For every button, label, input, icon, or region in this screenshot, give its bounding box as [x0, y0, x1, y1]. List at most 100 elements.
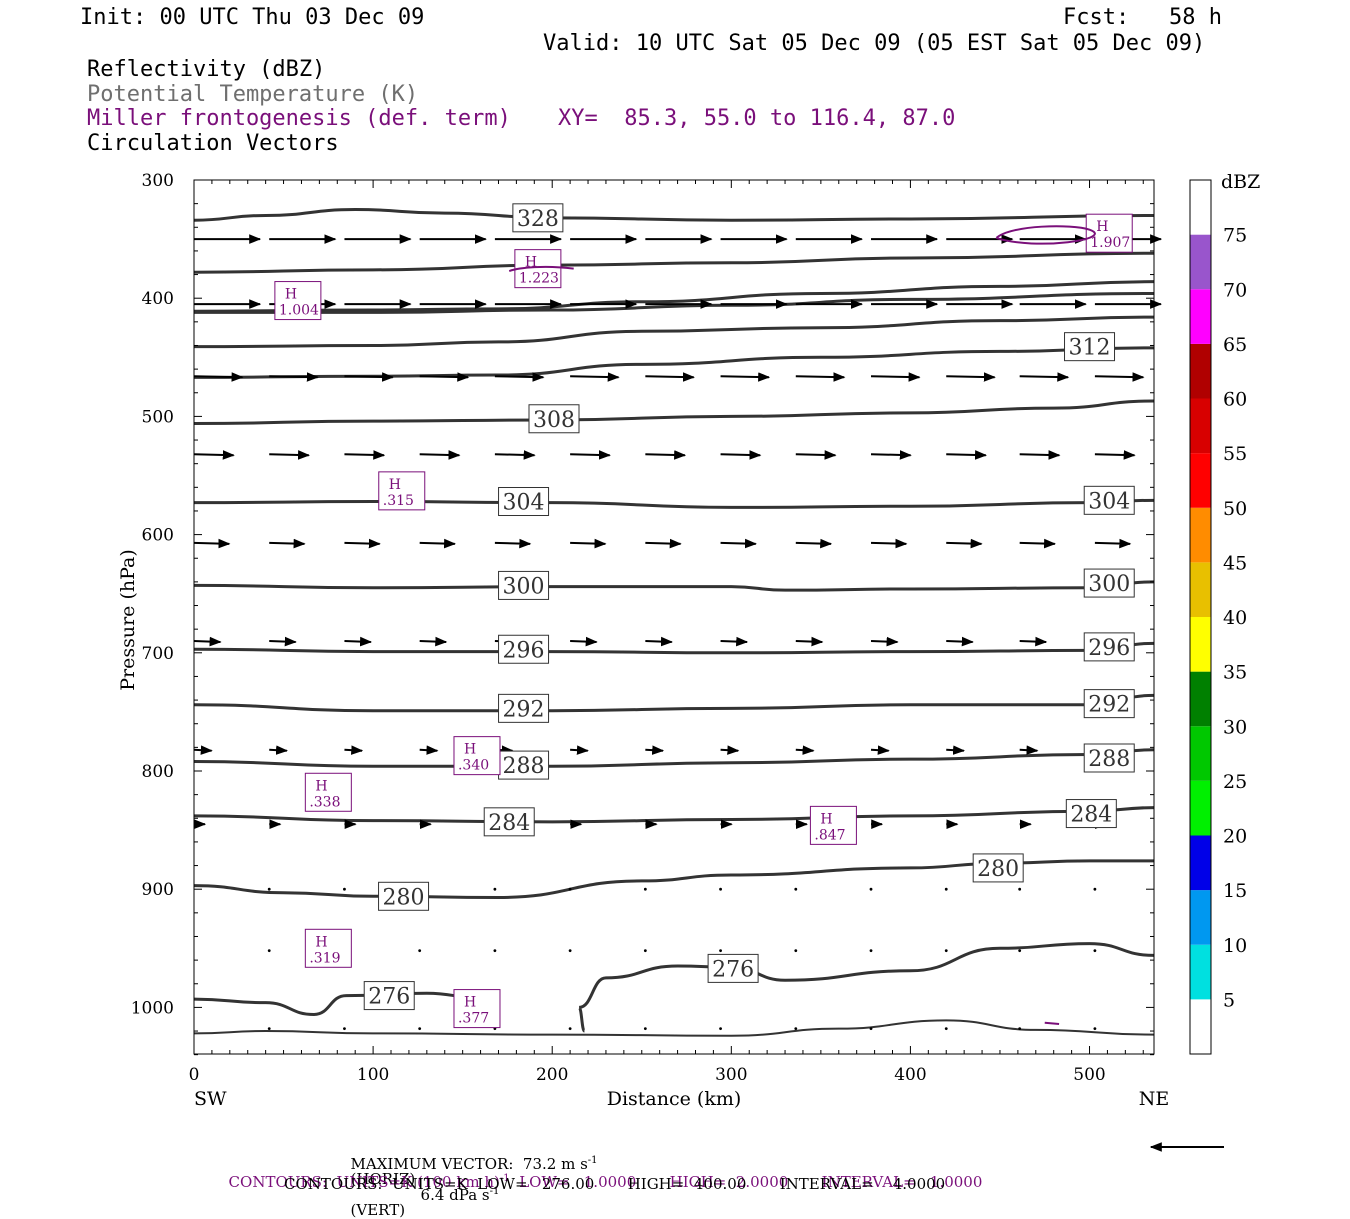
vector-dot — [493, 887, 497, 891]
fronto-max-value: 1.004 — [279, 303, 319, 319]
theta-contour-284 — [193, 806, 1155, 824]
colorbar-frame — [1189, 179, 1212, 1055]
colorbar-bin-0 — [1190, 999, 1211, 1054]
circulation-vector — [494, 450, 536, 460]
fronto-max-letter: H — [315, 934, 327, 950]
circulation-vector — [1094, 538, 1132, 549]
fronto-max-box — [304, 928, 352, 968]
colorbar-label: 5 — [1223, 989, 1235, 1011]
theta-label: 304 — [1088, 489, 1130, 514]
colorbar-bin-60 — [1190, 343, 1211, 399]
theta-label: 284 — [488, 811, 530, 836]
circulation-vector — [269, 538, 306, 549]
theta-contour-276 — [193, 991, 499, 1024]
vector-dot — [267, 1027, 271, 1031]
vector-dot — [869, 887, 873, 891]
fronto-max-box — [378, 471, 426, 511]
theta-label: 296 — [1088, 636, 1130, 661]
circulation-vector — [795, 450, 837, 460]
fronto-max-letter: H — [820, 811, 832, 827]
colorbar-label: 15 — [1223, 880, 1247, 902]
field-label-theta: Potential Temperature (K) — [87, 82, 419, 107]
circulation-vector — [419, 450, 461, 460]
fronto-max-letter: H — [315, 778, 327, 794]
circulation-vector — [645, 372, 695, 382]
circulation-vector — [870, 745, 890, 755]
theta-label-box — [1065, 799, 1117, 829]
y-tick-label: 300 — [142, 171, 174, 191]
theta-label: 284 — [1070, 803, 1112, 828]
vector-dot — [568, 1027, 572, 1031]
colorbar-label: 70 — [1223, 279, 1247, 301]
colorbar-label: 75 — [1223, 225, 1247, 247]
x-tick-label: 500 — [1073, 1065, 1105, 1085]
y-tick-label: 900 — [142, 880, 174, 900]
colorbar-bin-70 — [1190, 234, 1211, 290]
theta-label-box — [498, 634, 550, 664]
vector-dot — [944, 887, 948, 891]
fronto-max-box — [274, 281, 322, 321]
fronto-max-letter: H — [1096, 219, 1108, 235]
theta-contour-310 — [193, 346, 1155, 379]
fronto-max-box — [453, 736, 501, 776]
fronto-max-value: .340 — [458, 758, 489, 774]
field-label-reflectivity: Reflectivity (dBZ) — [87, 57, 326, 82]
theta-label-box — [512, 203, 564, 233]
y-tick-label: 400 — [142, 289, 174, 309]
fronto-max-value: .319 — [309, 950, 340, 966]
colorbar-bin-15 — [1190, 835, 1211, 891]
theta-contour-292 — [193, 693, 1155, 713]
vector-dot — [1018, 949, 1022, 953]
x-end-label-left: SW — [194, 1088, 227, 1110]
circulation-vector — [570, 450, 611, 460]
circulation-vector — [344, 636, 373, 647]
theta-label: 292 — [1088, 693, 1130, 718]
theta-label: 288 — [1088, 747, 1130, 772]
colorbar-bin-5 — [1190, 944, 1211, 1000]
colorbar-label: 30 — [1223, 716, 1247, 738]
colorbar-bin-20 — [1190, 780, 1211, 836]
vector-dot — [1018, 887, 1022, 891]
fronto-max-value: .847 — [814, 827, 845, 843]
theta-label-box — [1083, 568, 1135, 598]
vector-dot — [643, 949, 647, 953]
fronto-max-letter: H — [464, 742, 476, 758]
circulation-vector — [269, 745, 289, 755]
forecast-hour: Fcst: 58 h — [1063, 5, 1222, 30]
circulation-vector — [344, 538, 381, 549]
theta-contour-312 — [193, 315, 1155, 349]
fronto-contour — [508, 265, 574, 272]
circulation-vector — [795, 745, 815, 755]
theta-label-box — [1083, 632, 1135, 662]
circulation-vector — [720, 450, 762, 460]
fronto-max-box — [809, 805, 857, 845]
colorbar-label: 10 — [1223, 935, 1247, 957]
colorbar-bin-75 — [1190, 180, 1211, 235]
circulation-vector — [1019, 372, 1070, 382]
theta-label-box — [498, 570, 550, 600]
theta-label-box — [1083, 743, 1135, 773]
circulation-vector — [570, 372, 620, 382]
vector-dot — [869, 1027, 873, 1031]
colorbar-label: 65 — [1223, 334, 1247, 356]
circulation-vector — [795, 372, 846, 382]
circulation-vector — [870, 538, 908, 549]
cross-section-endpoints: XY= 85.3, 55.0 to 116.4, 87.0 — [558, 106, 956, 131]
vector-dot — [1093, 887, 1097, 891]
fronto-max-value: .377 — [458, 1011, 489, 1027]
circulation-vector — [193, 636, 222, 647]
vector-dot — [1093, 1027, 1097, 1031]
circulation-vector — [720, 636, 749, 647]
fronto-contour — [995, 225, 1096, 245]
circulation-vector — [870, 372, 921, 382]
vector-dot — [719, 887, 722, 891]
fronto-contour-info: CONTOURS: UNITS=K (100 km h)-1 LOW= 1.00… — [228, 1173, 983, 1191]
vector-dot — [794, 887, 798, 891]
y-tick-label: 500 — [142, 407, 174, 427]
circulation-vector — [1094, 450, 1136, 460]
vector-dot — [794, 1027, 798, 1031]
theta-label-box — [972, 853, 1024, 883]
circulation-vector — [1019, 636, 1048, 647]
x-tick-label: 100 — [357, 1065, 389, 1085]
